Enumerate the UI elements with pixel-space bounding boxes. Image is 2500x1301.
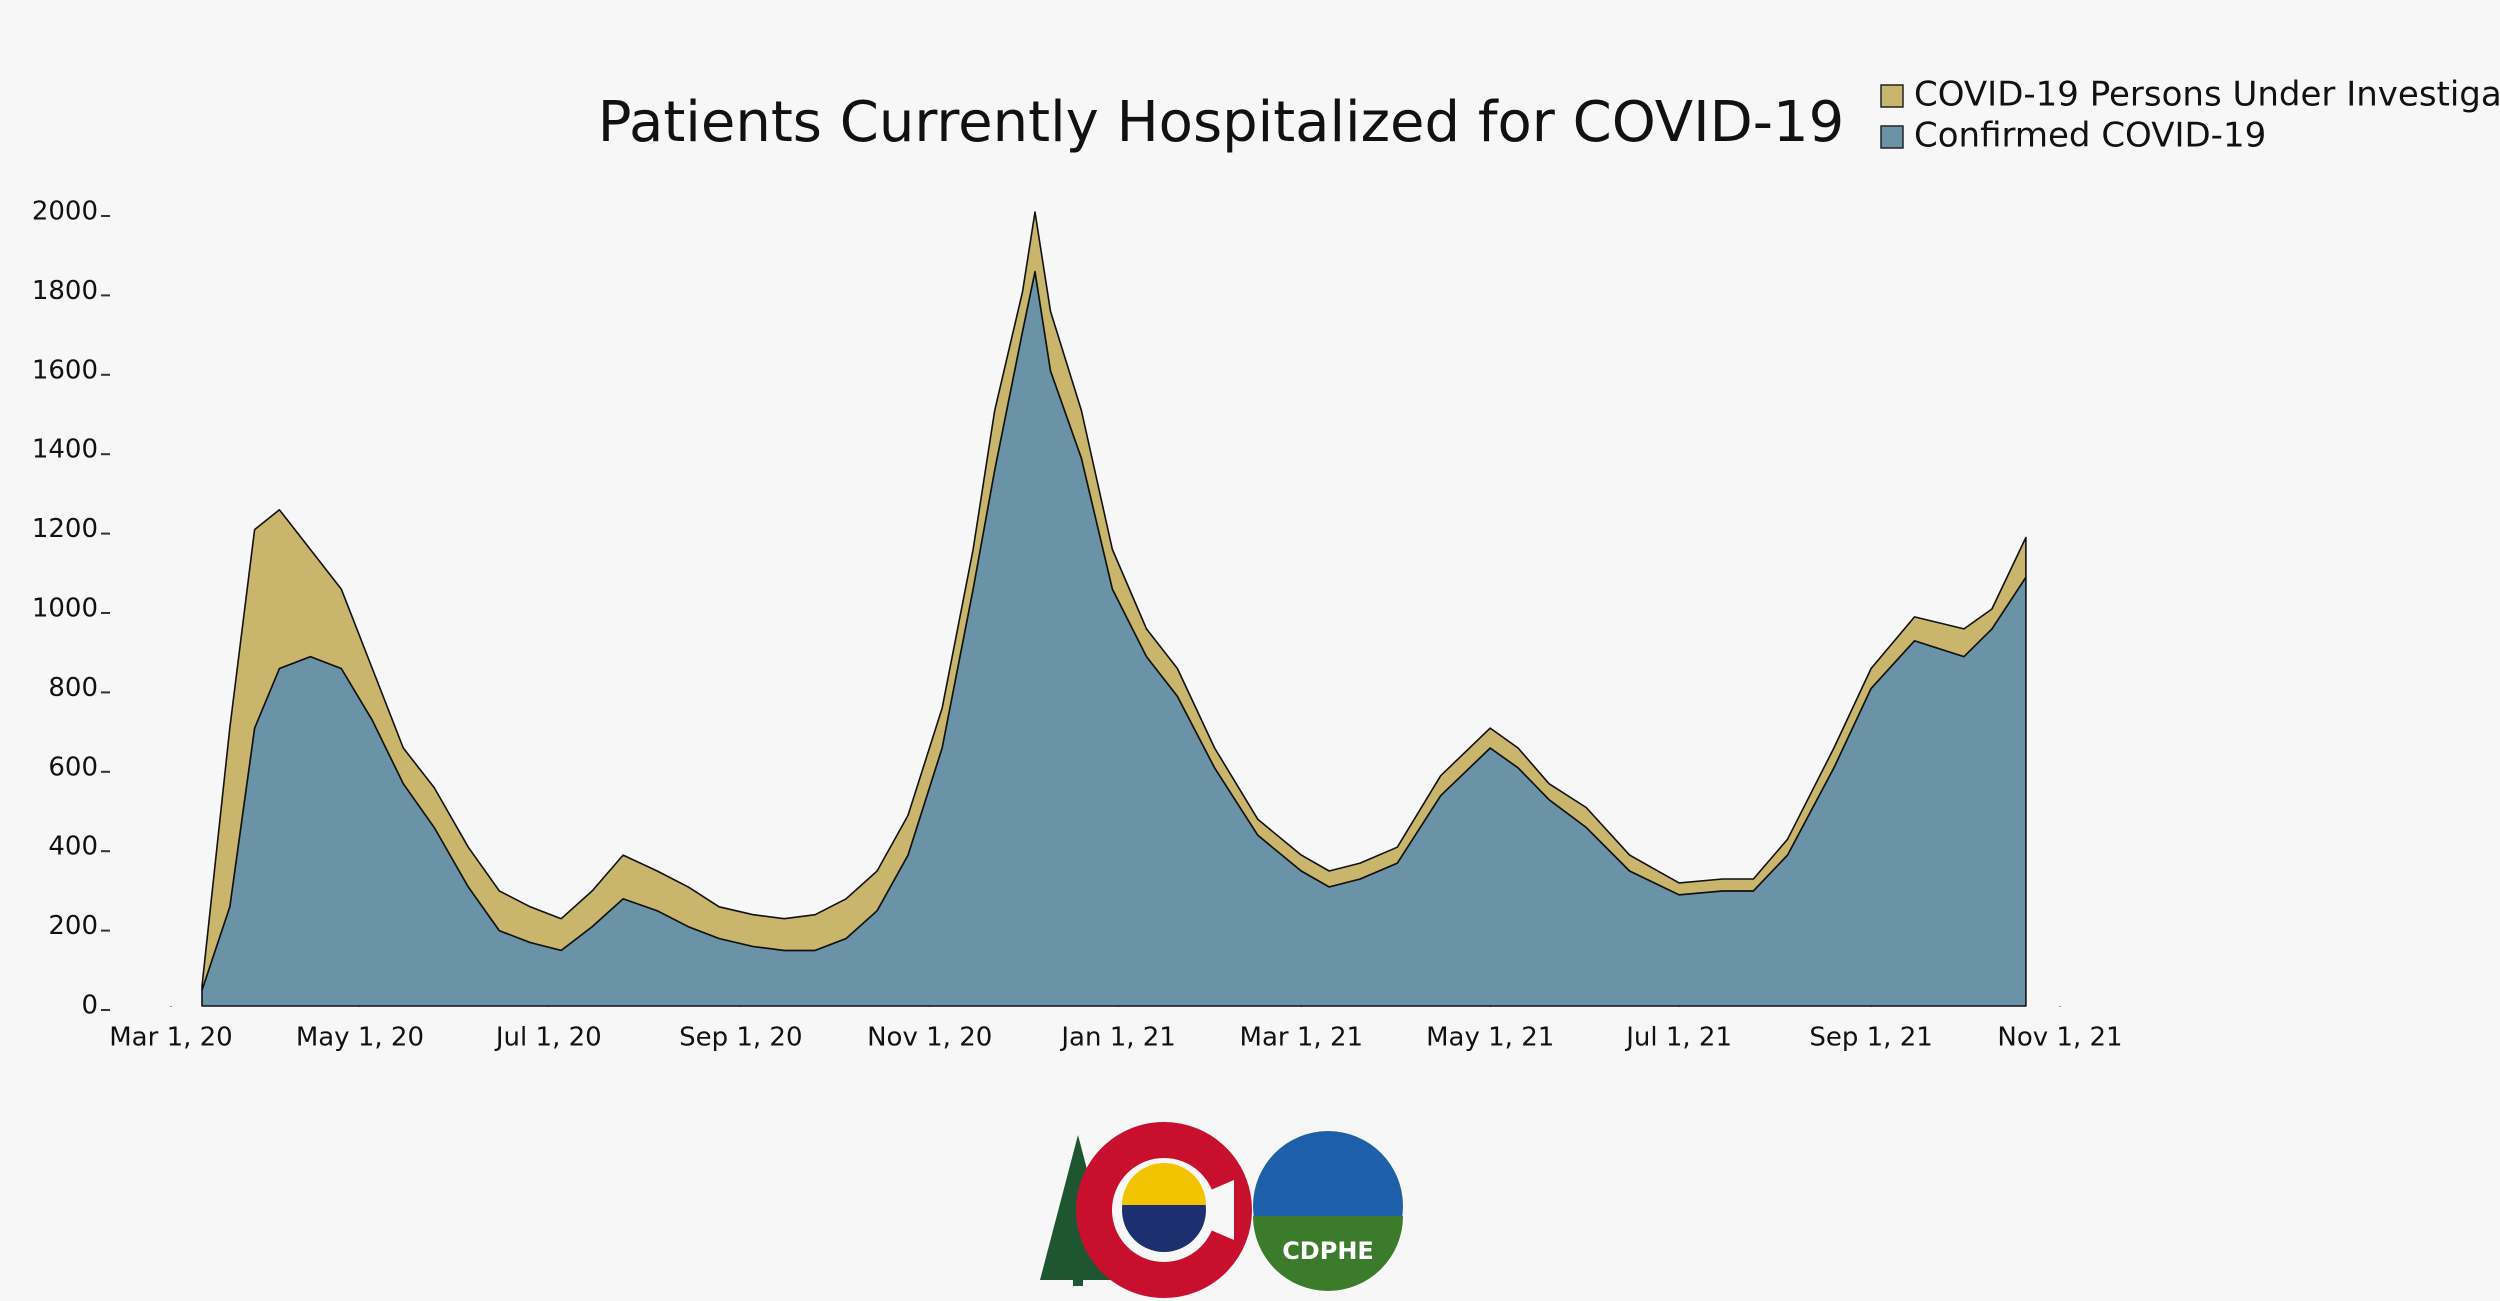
x-tick-label: May 1, 20	[296, 1023, 424, 1053]
c-sun	[1122, 1163, 1206, 1205]
y-tick-label: 2000	[32, 197, 98, 227]
chart-title: Patients Currently Hospitalized for COVI…	[598, 90, 1844, 155]
legend: COVID-19 Persons Under InvestigationConf…	[1880, 75, 2500, 156]
legend-swatch	[1880, 125, 1904, 149]
y-tick-label: 1800	[32, 276, 98, 306]
cdphe-label: CDPHE	[1282, 1237, 1374, 1265]
x-tick-label: May 1, 21	[1426, 1023, 1554, 1053]
x-tick-label: Jul 1, 21	[1624, 1023, 1732, 1053]
y-tick-label: 1200	[32, 514, 98, 544]
x-tick-label: Mar 1, 20	[109, 1023, 232, 1053]
x-tick-label: Jul 1, 20	[494, 1023, 602, 1053]
x-tick-label: Sep 1, 20	[679, 1023, 802, 1053]
tree-trunk	[1073, 1270, 1083, 1286]
y-tick-label: 1000	[32, 594, 98, 624]
y-tick-label: 600	[48, 752, 98, 782]
area	[201, 211, 2027, 991]
legend-label: COVID-19 Persons Under Investigation	[1914, 75, 2500, 115]
legend-swatch	[1880, 84, 1904, 108]
x-tick-label: Nov 1, 20	[867, 1023, 992, 1053]
logos: CDPHE	[1040, 1122, 1403, 1298]
x-tick-label: Sep 1, 21	[1809, 1023, 1932, 1053]
y-tick-label: 400	[48, 832, 98, 862]
y-tick-label: 0	[81, 991, 98, 1021]
y-tick-label: 200	[48, 911, 98, 941]
x-tick-label: Mar 1, 21	[1240, 1023, 1363, 1053]
cdphe-ground	[1253, 1216, 1403, 1291]
plot: 0 200 400 600 800 1000 1200 1400 1600 1800 2000 Mar…	[32, 197, 2123, 1053]
y-tick-label: 1400	[32, 435, 98, 465]
y-tick-label: 800	[48, 673, 98, 703]
x-tick-label: Jan 1, 21	[1059, 1023, 1176, 1053]
y-tick-label: 1600	[32, 355, 98, 385]
x-tick-label: Nov 1, 21	[1997, 1023, 2122, 1053]
legend-label: Confirmed COVID-19	[1914, 116, 2266, 156]
